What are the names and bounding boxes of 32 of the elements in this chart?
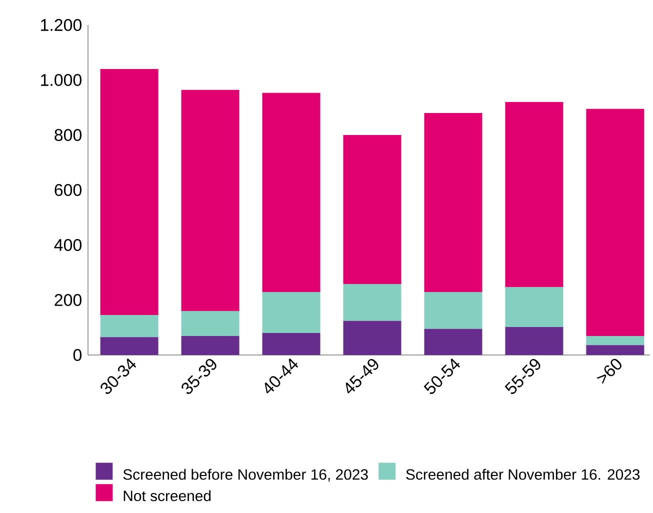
bar	[181, 311, 240, 336]
y-tick-label: 600	[54, 184, 82, 196]
bar	[424, 112, 482, 292]
y-tick-label: 200	[54, 294, 82, 306]
legend-label: Screened before November 16, 2023	[123, 468, 368, 482]
bar	[424, 292, 482, 329]
legend-label: Not screened	[124, 490, 211, 502]
bar	[586, 336, 644, 346]
bar	[343, 135, 402, 284]
bar	[505, 102, 564, 288]
bar	[343, 320, 402, 355]
y-tick-label: 1.000	[41, 74, 82, 86]
bar	[181, 90, 240, 311]
bar	[505, 326, 564, 355]
bar	[262, 292, 320, 333]
bar	[181, 336, 240, 355]
bar	[100, 337, 158, 355]
legend-label: Screened after November 16. 2023	[406, 468, 640, 480]
bar	[100, 68, 158, 316]
bar	[505, 287, 564, 327]
x-tick-label: >60	[596, 358, 622, 384]
bar	[586, 108, 644, 336]
y-tick-label: 800	[54, 129, 82, 141]
y-tick-label: 0	[73, 349, 82, 361]
y-tick-label: 1.200	[41, 19, 82, 31]
bar	[262, 92, 320, 292]
bar	[100, 315, 158, 338]
bar	[262, 333, 320, 355]
bar	[424, 328, 482, 355]
bar	[343, 284, 402, 321]
y-tick-label: 400	[54, 239, 82, 251]
bar	[586, 345, 644, 355]
